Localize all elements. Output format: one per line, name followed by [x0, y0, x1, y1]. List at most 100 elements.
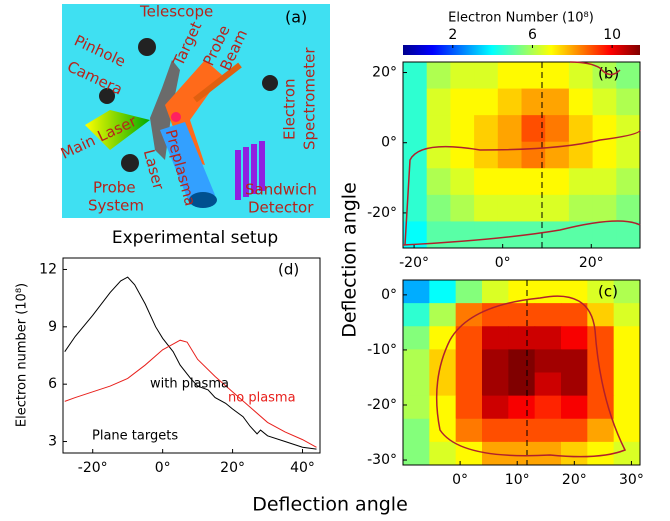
y-tick-label: 0°: [381, 287, 397, 303]
target: [150, 60, 180, 160]
colorbar-tick-label: 10: [603, 27, 621, 43]
spectrometer: [262, 75, 278, 91]
heat-cell: [545, 115, 570, 143]
probe-beam: [193, 62, 242, 103]
y-axis-label: Deflection angle: [339, 182, 361, 338]
label: Electron: [281, 78, 299, 140]
heat-cell: [474, 88, 499, 116]
heat-cell: [455, 303, 483, 327]
series-label: with plasma: [150, 377, 229, 392]
heat-cell: [426, 221, 451, 249]
x-axis-label: Deflection angle: [252, 494, 408, 516]
heat-cell: [561, 303, 588, 327]
heat-cell: [616, 115, 641, 143]
label: Spectrometer: [301, 47, 319, 150]
heat-cell: [497, 194, 522, 222]
contour: [435, 295, 627, 458]
label: Sandwich: [245, 181, 317, 199]
heat-cell: [592, 194, 617, 222]
heat-cell: [545, 62, 570, 90]
heat-cell: [508, 441, 536, 466]
heat-cell: [450, 115, 475, 143]
heat-cell: [587, 280, 615, 304]
heat-cell: [545, 88, 570, 116]
x-tick-label: 0°: [452, 472, 468, 488]
heat-cell: [429, 303, 457, 327]
heat-cell: [403, 280, 430, 304]
heat-cell: [474, 115, 499, 143]
heat-cell: [521, 115, 546, 143]
heat-cell: [403, 349, 430, 373]
heat-cell: [613, 326, 641, 350]
heat-cell: [587, 326, 615, 350]
y-tick-label: -30°: [367, 452, 397, 468]
probe-system: [121, 154, 139, 172]
heat-cell: [508, 349, 536, 373]
heat-cell: [508, 418, 536, 443]
setup-diagram: Telescope Pinhole Camera Target Probe Be…: [58, 3, 330, 248]
camera: [99, 88, 115, 104]
label: Detector: [248, 199, 314, 217]
heat-cell: [474, 194, 499, 222]
heat-cell: [568, 194, 594, 222]
frame: [402, 61, 641, 249]
heat-cell: [426, 141, 451, 169]
panel-label: (c): [598, 283, 618, 301]
main-laser: [85, 110, 150, 150]
heat-cell: [568, 62, 594, 90]
caption: Experimental setup: [112, 228, 278, 248]
telescope: [138, 38, 156, 56]
heat-cell: [545, 168, 570, 196]
label: Probe: [93, 179, 136, 197]
x-tick-label: 0°: [495, 255, 511, 271]
heat-cell: [561, 280, 588, 304]
series-label: no plasma: [228, 391, 296, 406]
focus: [171, 112, 181, 122]
annotation: Plane targets: [92, 429, 178, 444]
heat-cell: [613, 303, 641, 327]
x-tick-label: 20°: [579, 255, 604, 271]
heat-cell: [508, 303, 536, 327]
lens: [189, 192, 217, 208]
heat-cell: [534, 303, 562, 327]
heat-cell: [482, 418, 509, 443]
y-axis-label: Electron number (10⁸): [15, 283, 30, 427]
y-tick-label: 20°: [372, 65, 397, 81]
y-tick-label: 0°: [381, 135, 397, 151]
heat-cell: [474, 141, 499, 169]
heat-cell: [534, 326, 562, 350]
heat-cell: [568, 168, 594, 196]
heat-cell: [403, 326, 430, 350]
heat-cell: [450, 168, 475, 196]
heat-cell: [534, 349, 562, 373]
heat-cell: [613, 395, 641, 420]
heat-cell: [455, 418, 483, 443]
heat-cell: [561, 326, 588, 350]
line: [64, 276, 317, 450]
plot-area: [63, 258, 320, 453]
y-tick-label: 6: [48, 376, 57, 392]
x-tick-label: -20°: [399, 255, 429, 271]
heat-cell: [455, 372, 483, 397]
heat-cell: [482, 349, 509, 373]
heat-cell: [561, 349, 588, 373]
x-tick-label: -20°: [78, 460, 108, 476]
heat-cell: [474, 221, 499, 249]
heat-cell: [455, 280, 483, 304]
heat-cell: [616, 141, 641, 169]
heat-cell: [587, 349, 615, 373]
heat-cell: [403, 62, 428, 90]
heat-cell: [403, 141, 428, 169]
heat-cell: [482, 280, 509, 304]
heat-cell: [482, 326, 509, 350]
heat-cell: [455, 326, 483, 350]
heat-cell: [429, 372, 457, 397]
detector: [235, 141, 265, 200]
heat-cell: [482, 372, 509, 397]
heat-cell: [561, 418, 588, 443]
heat-cell: [534, 280, 562, 304]
heat-cell: [497, 221, 522, 249]
heat-cell: [613, 441, 641, 466]
heat-cell: [403, 168, 428, 196]
